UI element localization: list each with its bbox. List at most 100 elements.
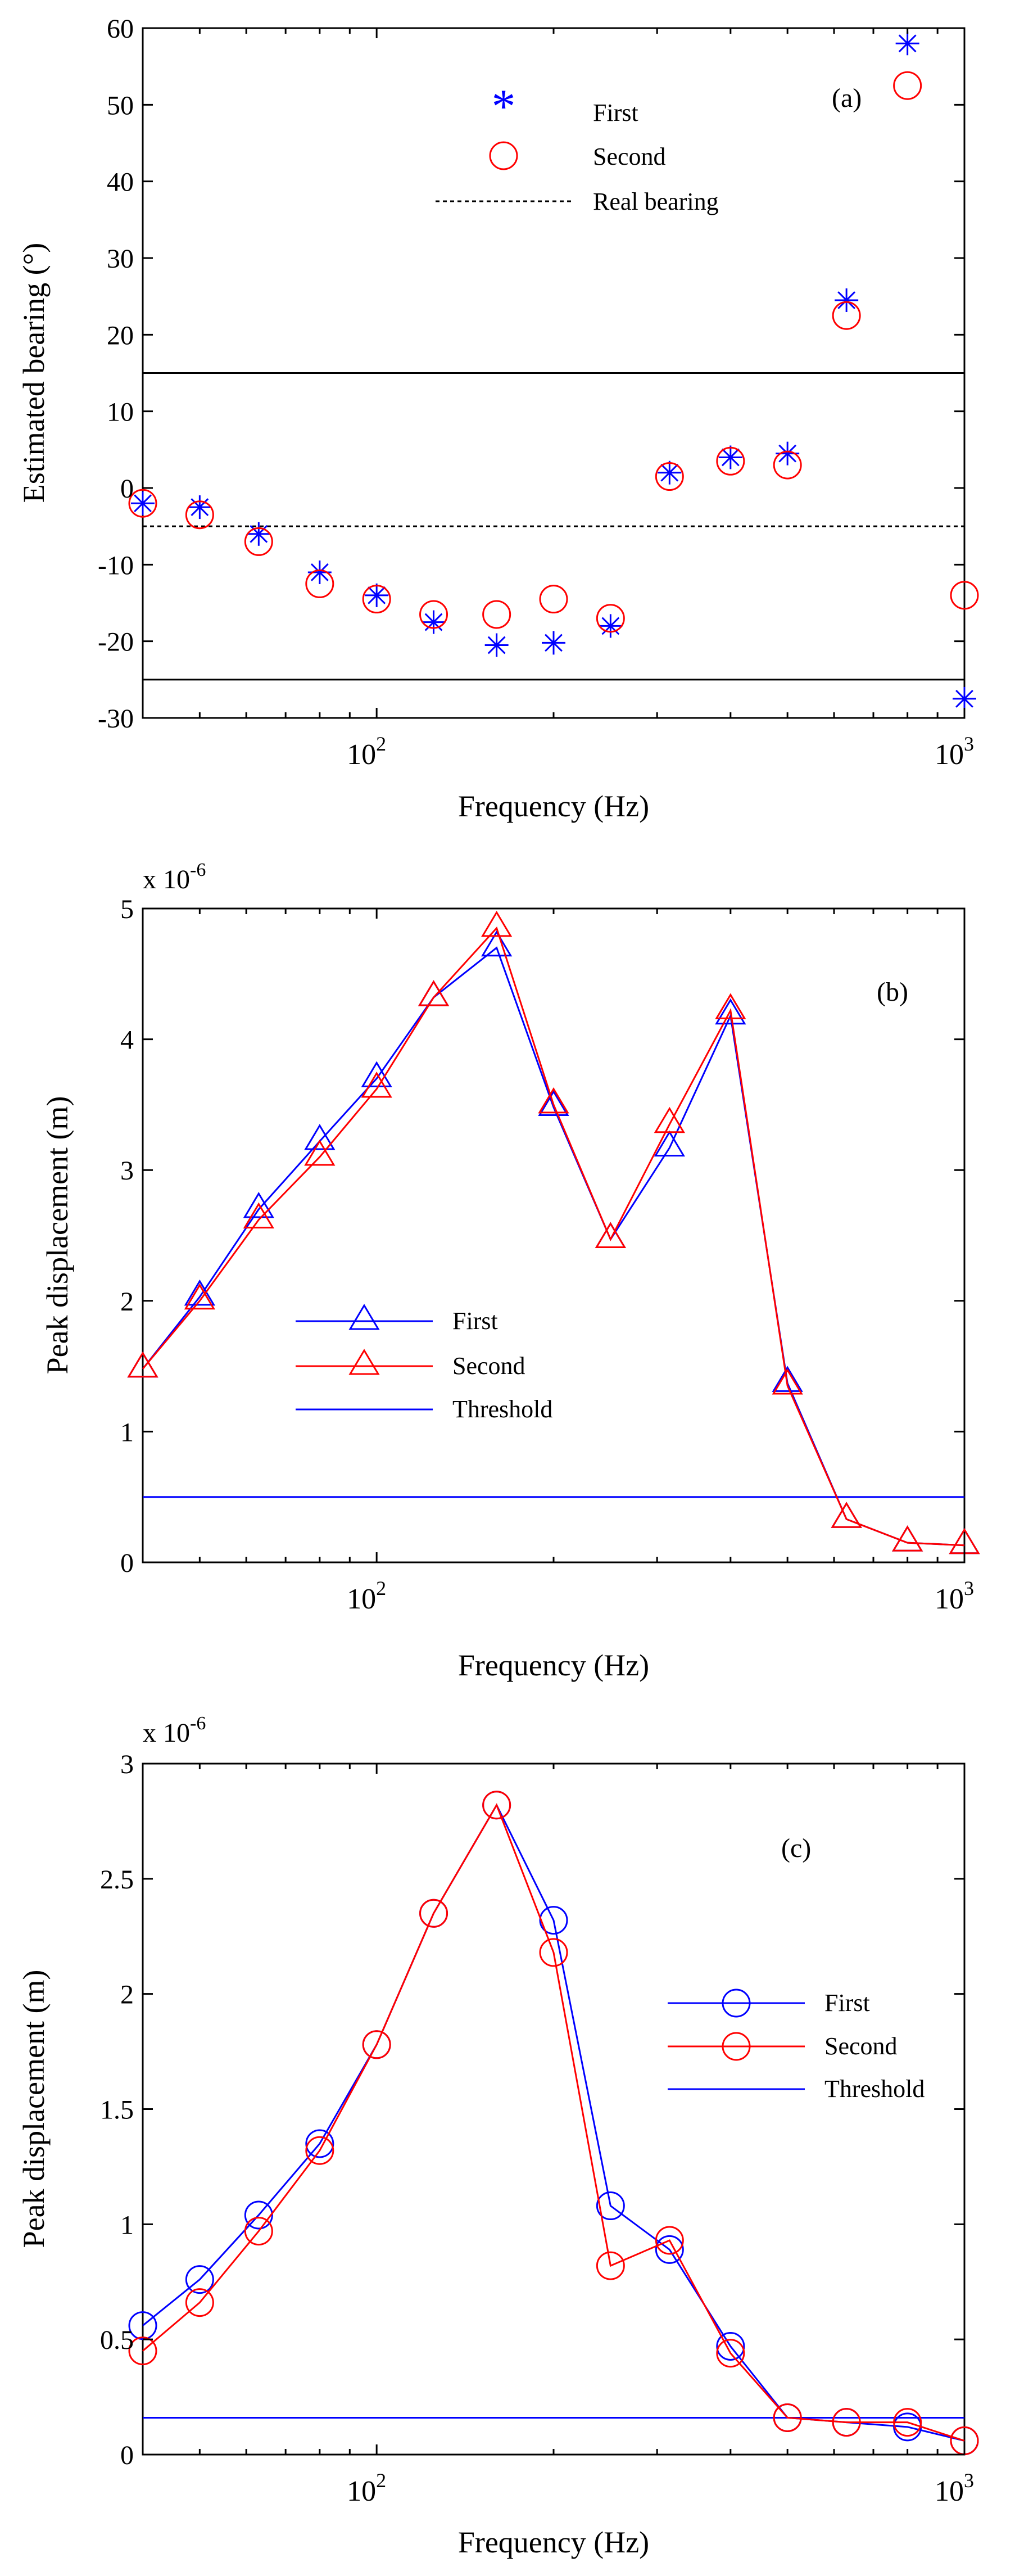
legend-label-threshold: Threshold: [452, 1395, 552, 1423]
first-point: [361, 1061, 392, 1087]
y-tick-label: 5: [120, 894, 134, 924]
y-tick-label: 0: [120, 1548, 134, 1578]
y-tick-label: 2: [120, 1287, 134, 1317]
legend-label-second: Second: [452, 1352, 525, 1380]
data-marks: [128, 31, 979, 711]
second-point: [185, 500, 214, 530]
first-point: [654, 1130, 685, 1157]
y-axis-label: Peak displacement (m): [17, 1970, 51, 2248]
first-point: [715, 998, 746, 1025]
x-tick-label: 102: [347, 2469, 386, 2507]
second-point: [893, 2408, 922, 2437]
first-point: [243, 1192, 274, 1218]
first-point: [244, 2200, 273, 2230]
legend: First Second Threshold: [296, 1304, 552, 1423]
second-point: [596, 604, 625, 633]
panel-label: (c): [781, 1833, 811, 1863]
second-point: [304, 1140, 336, 1166]
second-series-line: [142, 926, 965, 1547]
second-point: [244, 2217, 273, 2246]
panel-b: 0 1 2 3 4 5 102 103 x 10-6 (b) Frequency (Hz) P…: [40, 860, 980, 1682]
y-tick-label: 3: [120, 1156, 134, 1186]
second-series-line: [142, 1803, 965, 2442]
first-point: [247, 522, 271, 546]
plot-frame: [142, 907, 966, 1563]
first-point: [599, 614, 623, 638]
y-tick-label: -30: [98, 704, 134, 734]
panel-a: -30 -20 -10 0 10 20 30 40 50 60 102 103 (a) Frequen…: [17, 14, 979, 823]
legend-label-real-bearing: Real bearing: [593, 188, 719, 215]
scale-base: x 10: [143, 865, 190, 894]
axis-ticks: -30 -20 -10 0 10 20 30 40 50 60 102 103: [98, 14, 974, 771]
second-point: [655, 2226, 684, 2255]
first-point: [422, 610, 446, 634]
second-point: [362, 585, 391, 614]
second-point: [893, 71, 922, 100]
first-point: [365, 583, 389, 607]
legend-marker-first: [348, 1304, 380, 1330]
first-point: [185, 2265, 214, 2294]
first-point: [835, 288, 859, 312]
second-point: [716, 446, 745, 476]
first-point: [542, 631, 565, 655]
second-point: [596, 2251, 625, 2280]
second-point: [950, 581, 979, 610]
x-axis-label: Frequency (Hz): [458, 789, 649, 823]
panel-c: 0 0.5 1 1.5 2 2.5 3 102 103 x 10-6 (c) Frequency…: [17, 1713, 979, 2559]
first-point: [481, 930, 513, 957]
second-point: [832, 301, 861, 330]
second-point: [419, 1899, 448, 1928]
first-point: [539, 1906, 568, 1935]
panel-label: (b): [877, 977, 908, 1007]
first-point: [596, 2191, 625, 2221]
second-point: [773, 2403, 802, 2432]
second-point: [716, 2339, 745, 2368]
second-point: [361, 1072, 392, 1098]
scale-base: x 10: [143, 1718, 190, 1748]
legend-label-threshold: Threshold: [824, 2075, 925, 2103]
plot-frame: [142, 1762, 966, 2456]
second-point: [244, 527, 273, 556]
first-point: [484, 633, 509, 657]
x-axis-label: Frequency (Hz): [458, 1648, 649, 1682]
legend-marker-first: [722, 1989, 751, 2018]
y-tick-label: 20: [107, 320, 134, 350]
first-point: [716, 2331, 745, 2361]
legend-label-first: First: [593, 99, 638, 126]
first-point: [305, 2129, 334, 2158]
legend-label-first: First: [824, 1989, 870, 2017]
first-point: [895, 31, 919, 56]
second-point: [832, 2408, 861, 2437]
data-marks: [127, 910, 980, 1554]
x-tick-label: 103: [935, 733, 974, 771]
x-tick-label: 102: [347, 733, 386, 771]
second-point: [773, 450, 802, 480]
second-point: [418, 980, 450, 1006]
first-series-line: [142, 1803, 965, 2442]
y-tick-label: 0: [120, 2441, 134, 2470]
legend: First Second Threshold: [668, 1989, 925, 2103]
legend-marker-second: [489, 141, 518, 170]
second-point: [892, 1525, 923, 1552]
scale-factor: x 10-6: [143, 1713, 206, 1748]
legend-marker-second: [348, 1349, 380, 1375]
second-point: [481, 910, 513, 937]
y-tick-label: 0.5: [100, 2325, 134, 2355]
y-tick-label: 1: [120, 2210, 134, 2240]
y-tick-label: 3: [120, 1750, 134, 1779]
first-point: [188, 495, 212, 519]
second-point: [127, 1351, 158, 1378]
x-tick-label: 103: [935, 2469, 974, 2507]
y-axis-label: Peak displacement (m): [40, 1096, 74, 1375]
scale-factor: x 10-6: [143, 860, 206, 894]
y-tick-label: 2: [120, 1980, 134, 2010]
second-point: [243, 1202, 274, 1229]
y-tick-label: 40: [107, 168, 134, 197]
second-point: [128, 2337, 157, 2366]
second-point: [184, 1283, 215, 1310]
x-tick-label: 103: [935, 1577, 974, 1615]
second-point: [831, 1502, 862, 1528]
first-point: [718, 445, 742, 469]
first-point: [304, 1124, 336, 1150]
y-tick-label: 10: [107, 397, 134, 427]
